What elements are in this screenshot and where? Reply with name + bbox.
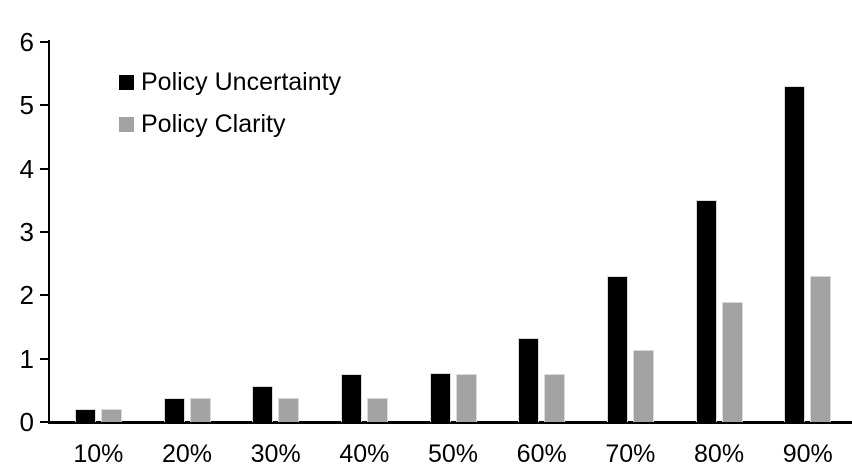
bar-policy-uncertainty-30% bbox=[252, 386, 274, 422]
bar-policy-clarity-40% bbox=[366, 398, 388, 422]
bar-policy-uncertainty-60% bbox=[518, 338, 540, 422]
bar-policy-uncertainty-80% bbox=[695, 200, 717, 422]
x-axis-labels: 10% 20% 30% 40% 50% 60% 70% 80% 90% bbox=[54, 440, 852, 469]
x-tick-label-90%: 90% bbox=[782, 440, 833, 468]
category-group-60% bbox=[497, 42, 586, 422]
bar-policy-uncertainty-20% bbox=[163, 398, 185, 422]
bar-policy-clarity-70% bbox=[632, 350, 654, 422]
x-tick-label-40%: 40% bbox=[339, 440, 390, 468]
bar-policy-uncertainty-50% bbox=[429, 373, 451, 422]
bar-policy-uncertainty-10% bbox=[74, 409, 96, 422]
category-group-40% bbox=[320, 42, 409, 422]
bar-policy-uncertainty-90% bbox=[784, 86, 806, 422]
y-tick-6 bbox=[40, 41, 50, 43]
y-tick-label-2: 2 bbox=[19, 280, 34, 311]
y-tick-0 bbox=[40, 421, 50, 423]
legend-label-policy-uncertainty: Policy Uncertainty bbox=[141, 68, 342, 96]
category-group-70% bbox=[586, 42, 675, 422]
category-group-10% bbox=[54, 42, 143, 422]
bar-policy-clarity-10% bbox=[100, 409, 122, 422]
y-tick-5 bbox=[40, 104, 50, 107]
legend-item-policy-uncertainty: Policy Uncertainty bbox=[119, 68, 341, 97]
legend-item-policy-clarity: Policy Clarity bbox=[119, 110, 341, 139]
bar-policy-clarity-20% bbox=[189, 398, 211, 422]
y-tick-label-4: 4 bbox=[19, 153, 34, 184]
y-tick-2 bbox=[40, 294, 50, 297]
policy-clarity-swatch-icon bbox=[119, 117, 134, 132]
bar-policy-clarity-80% bbox=[721, 302, 743, 422]
y-tick-label-6: 6 bbox=[19, 27, 34, 57]
bar-policy-clarity-30% bbox=[278, 398, 300, 422]
bar-policy-clarity-50% bbox=[455, 374, 477, 422]
x-tick-label-80%: 80% bbox=[694, 440, 745, 468]
y-tick-1 bbox=[40, 357, 50, 360]
x-tick-label-10%: 10% bbox=[73, 440, 124, 468]
y-tick-label-3: 3 bbox=[19, 217, 34, 247]
policy-uncertainty-swatch-icon bbox=[119, 75, 134, 90]
x-tick-label-70%: 70% bbox=[605, 440, 656, 468]
legend: Policy Uncertainty Policy Clarity bbox=[119, 68, 341, 152]
y-tick-3 bbox=[40, 231, 50, 233]
bar-policy-uncertainty-40% bbox=[340, 374, 362, 422]
x-axis-line bbox=[48, 421, 852, 424]
x-tick-label-20%: 20% bbox=[161, 440, 213, 468]
bar-policy-uncertainty-70% bbox=[606, 276, 628, 422]
legend-label-policy-clarity: Policy Clarity bbox=[141, 110, 286, 138]
category-group-50% bbox=[409, 42, 498, 422]
category-group-80% bbox=[675, 42, 764, 422]
plot-area bbox=[54, 42, 852, 422]
y-tick-label-5: 5 bbox=[19, 90, 34, 121]
x-tick-label-30%: 30% bbox=[250, 440, 301, 468]
x-tick-label-60%: 60% bbox=[516, 440, 567, 468]
y-tick-label-0: 0 bbox=[19, 407, 34, 437]
category-group-90% bbox=[763, 42, 852, 422]
bar-policy-clarity-60% bbox=[544, 374, 566, 422]
y-tick-4 bbox=[40, 167, 50, 170]
category-group-20% bbox=[143, 42, 232, 422]
bar-policy-clarity-90% bbox=[810, 276, 832, 422]
x-tick-label-50%: 50% bbox=[428, 440, 479, 468]
category-group-30% bbox=[231, 42, 320, 422]
y-tick-label-1: 1 bbox=[19, 343, 34, 374]
